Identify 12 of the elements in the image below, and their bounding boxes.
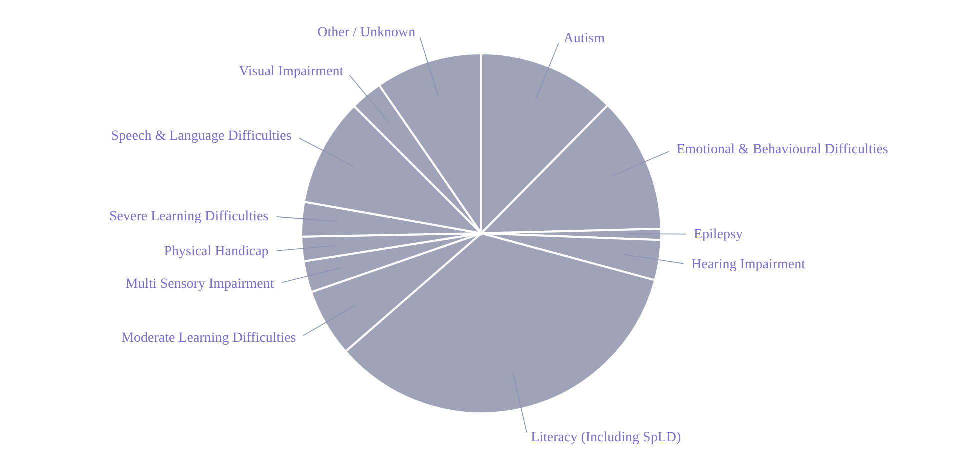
slice-label: Autism: [564, 32, 606, 47]
slice-label: Physical Handicap: [164, 244, 269, 260]
slice-label: Other / Unknown: [318, 25, 416, 40]
slice-label: Multi Sensory Impairment: [126, 276, 274, 292]
slice-label: Hearing Impairment: [692, 258, 806, 273]
slice-label: Emotional & Behavioural Difficulties: [676, 142, 888, 158]
slice-label: Severe Learning Difficulties: [110, 210, 269, 225]
slice-label: Speech & Language Difficulties: [111, 128, 292, 144]
slice-label: Moderate Learning Difficulties: [122, 331, 296, 346]
slice-label: Visual Impairment: [239, 64, 344, 80]
slice-label: Literacy (Including SpLD): [531, 430, 682, 446]
slice-label: Epilepsy: [694, 227, 743, 242]
